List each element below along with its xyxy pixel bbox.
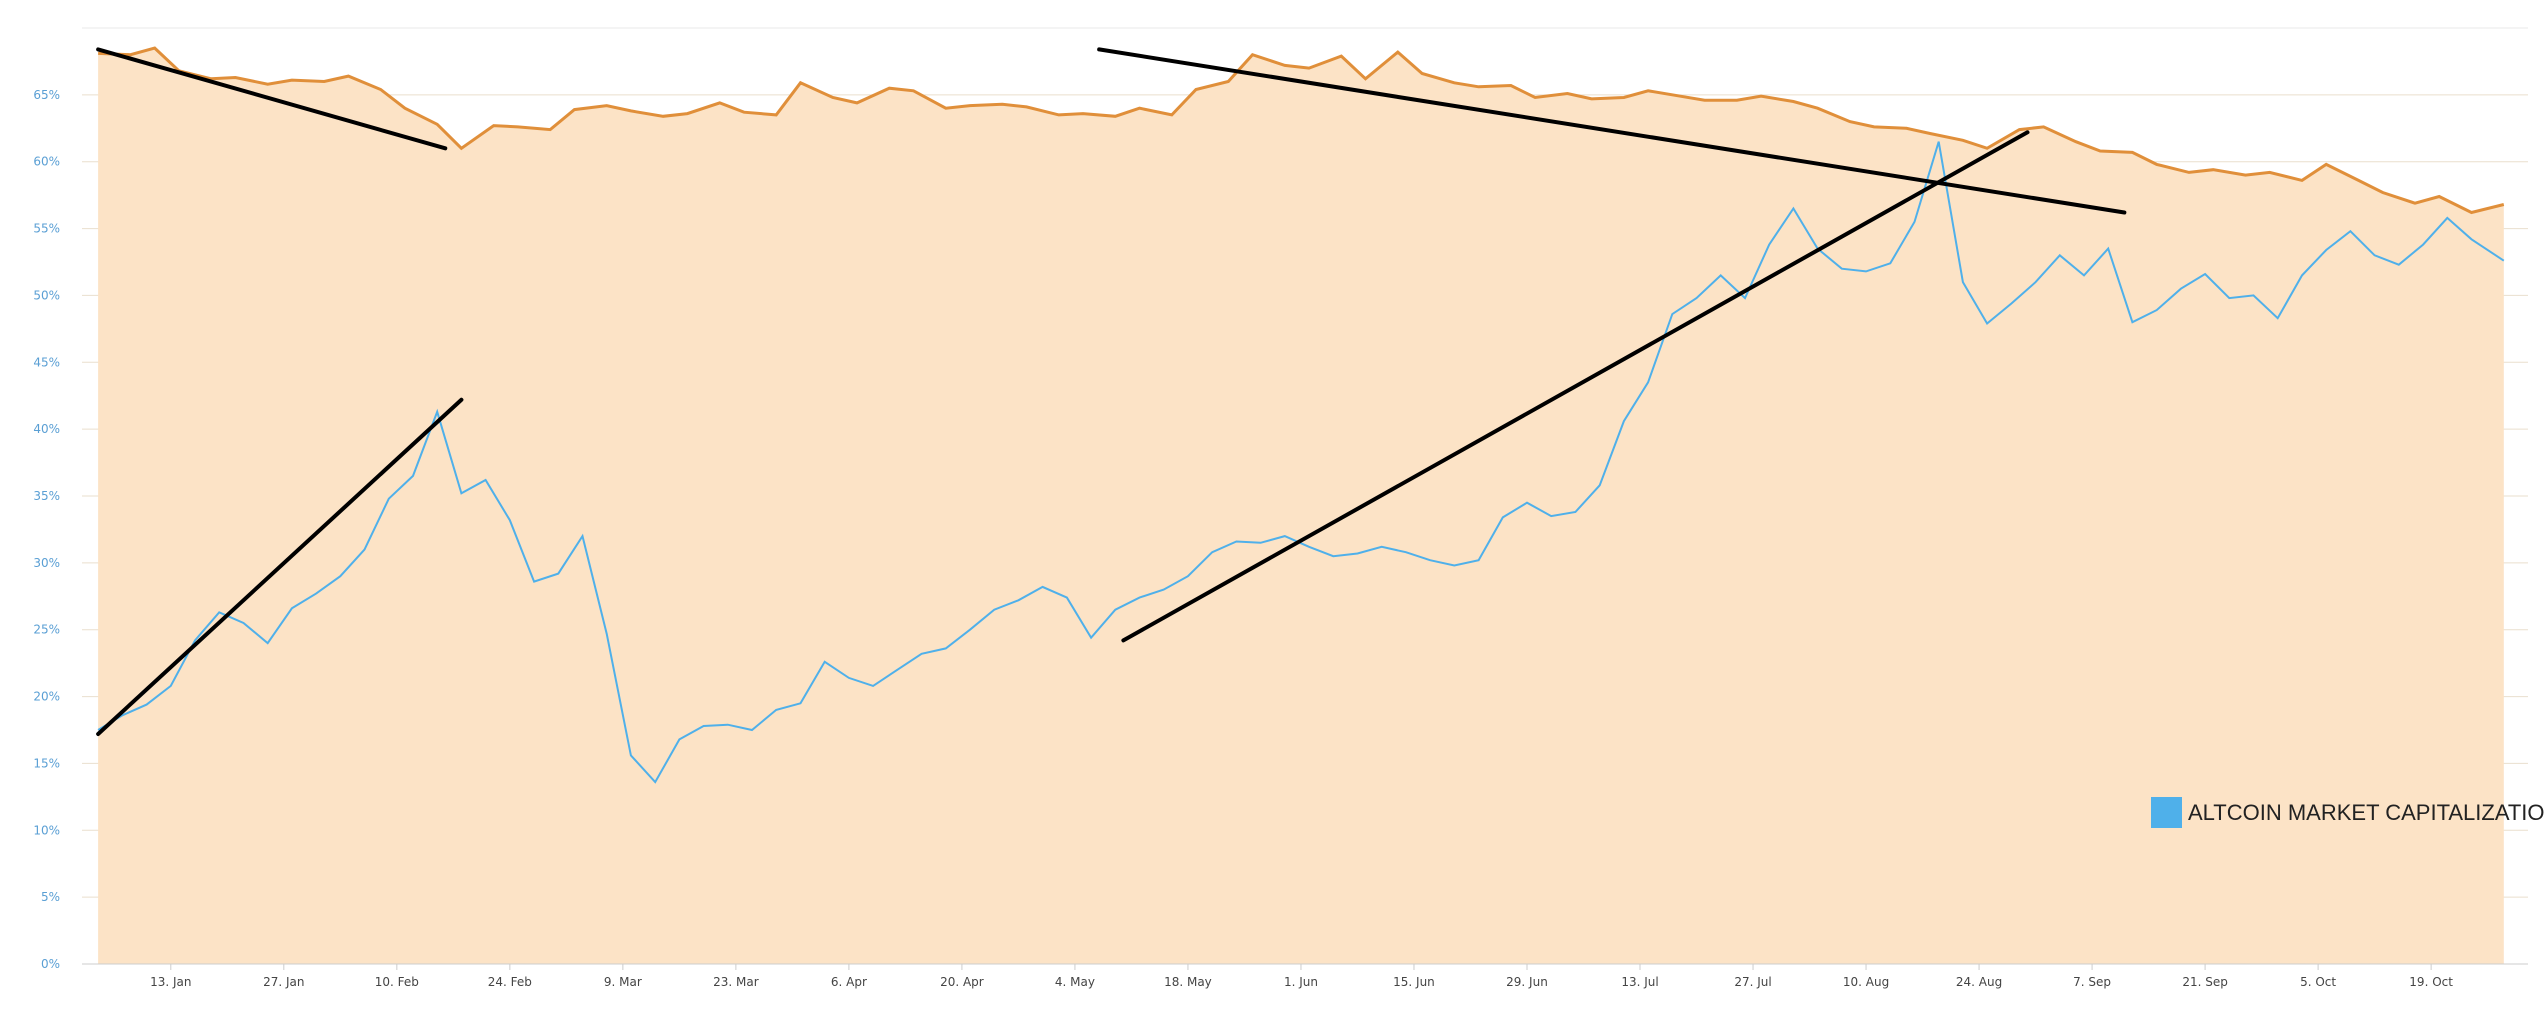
y-tick-label: 60%: [33, 155, 60, 169]
legend[interactable]: ALTCOIN MARKET CAPITALIZATION: [2151, 797, 2546, 828]
y-tick-label: 30%: [33, 556, 60, 570]
y-tick-label: 0%: [41, 957, 60, 971]
x-axis: 13. Jan 27. Jan 10. Feb 24. Feb 9. Mar 23. Ma…: [82, 963, 2528, 989]
area-series-line: [98, 46, 2505, 215]
x-tick-label: 10. Aug: [1843, 975, 1889, 989]
y-tick-label: 40%: [33, 422, 60, 436]
x-tick-label: 13. Jul: [1621, 975, 1658, 989]
y-tick-label: 10%: [33, 823, 60, 837]
trend-line: [1097, 47, 2127, 215]
area-series-fill: [98, 48, 2504, 965]
altcoin-series-line: [97, 141, 2505, 784]
x-tick-label: 1. Jun: [1284, 975, 1318, 989]
x-tick-label: 10. Feb: [375, 975, 419, 989]
x-tick-label: 20. Apr: [940, 975, 984, 989]
trend-line: [96, 397, 464, 737]
x-tick-label: 15. Jun: [1393, 975, 1435, 989]
x-tick-label: 23. Mar: [713, 975, 759, 989]
y-tick-label: 50%: [33, 288, 60, 302]
x-tick-label: 6. Apr: [831, 975, 867, 989]
y-tick-label: 35%: [33, 489, 60, 503]
x-tick-label: 29. Jun: [1506, 975, 1548, 989]
x-tick-label: 18. May: [1164, 975, 1212, 989]
x-tick-label: 24. Aug: [1956, 975, 2002, 989]
x-tick-label: 27. Jan: [263, 975, 304, 989]
x-tick-label: 24. Feb: [488, 975, 532, 989]
legend-label: ALTCOIN MARKET CAPITALIZATION: [2188, 800, 2546, 825]
x-tick-label: 4. May: [1055, 975, 1095, 989]
x-tick-label: 27. Jul: [1734, 975, 1771, 989]
y-tick-label: 15%: [33, 756, 60, 770]
y-axis: 0% 5% 10% 15% 20% 25% 30% 35% 40% 45% 50% 55% 60% 65%: [33, 88, 60, 971]
trend-line: [1121, 130, 2030, 643]
trend-line: [96, 47, 448, 151]
x-tick-label: 5. Oct: [2300, 975, 2336, 989]
y-tick-label: 45%: [33, 355, 60, 369]
x-tick-label: 13. Jan: [150, 975, 191, 989]
trend-lines: [96, 47, 2127, 737]
x-tick-label: 7. Sep: [2073, 975, 2111, 989]
legend-swatch: [2151, 797, 2182, 828]
y-tick-label: 25%: [33, 623, 60, 637]
x-tick-label: 21. Sep: [2182, 975, 2228, 989]
y-tick-label: 5%: [41, 890, 60, 904]
x-tick-label: 19. Oct: [2409, 975, 2453, 989]
x-tick-label: 9. Mar: [604, 975, 642, 989]
y-tick-label: 20%: [33, 690, 60, 704]
y-tick-label: 55%: [33, 222, 60, 236]
y-tick-label: 65%: [33, 88, 60, 102]
